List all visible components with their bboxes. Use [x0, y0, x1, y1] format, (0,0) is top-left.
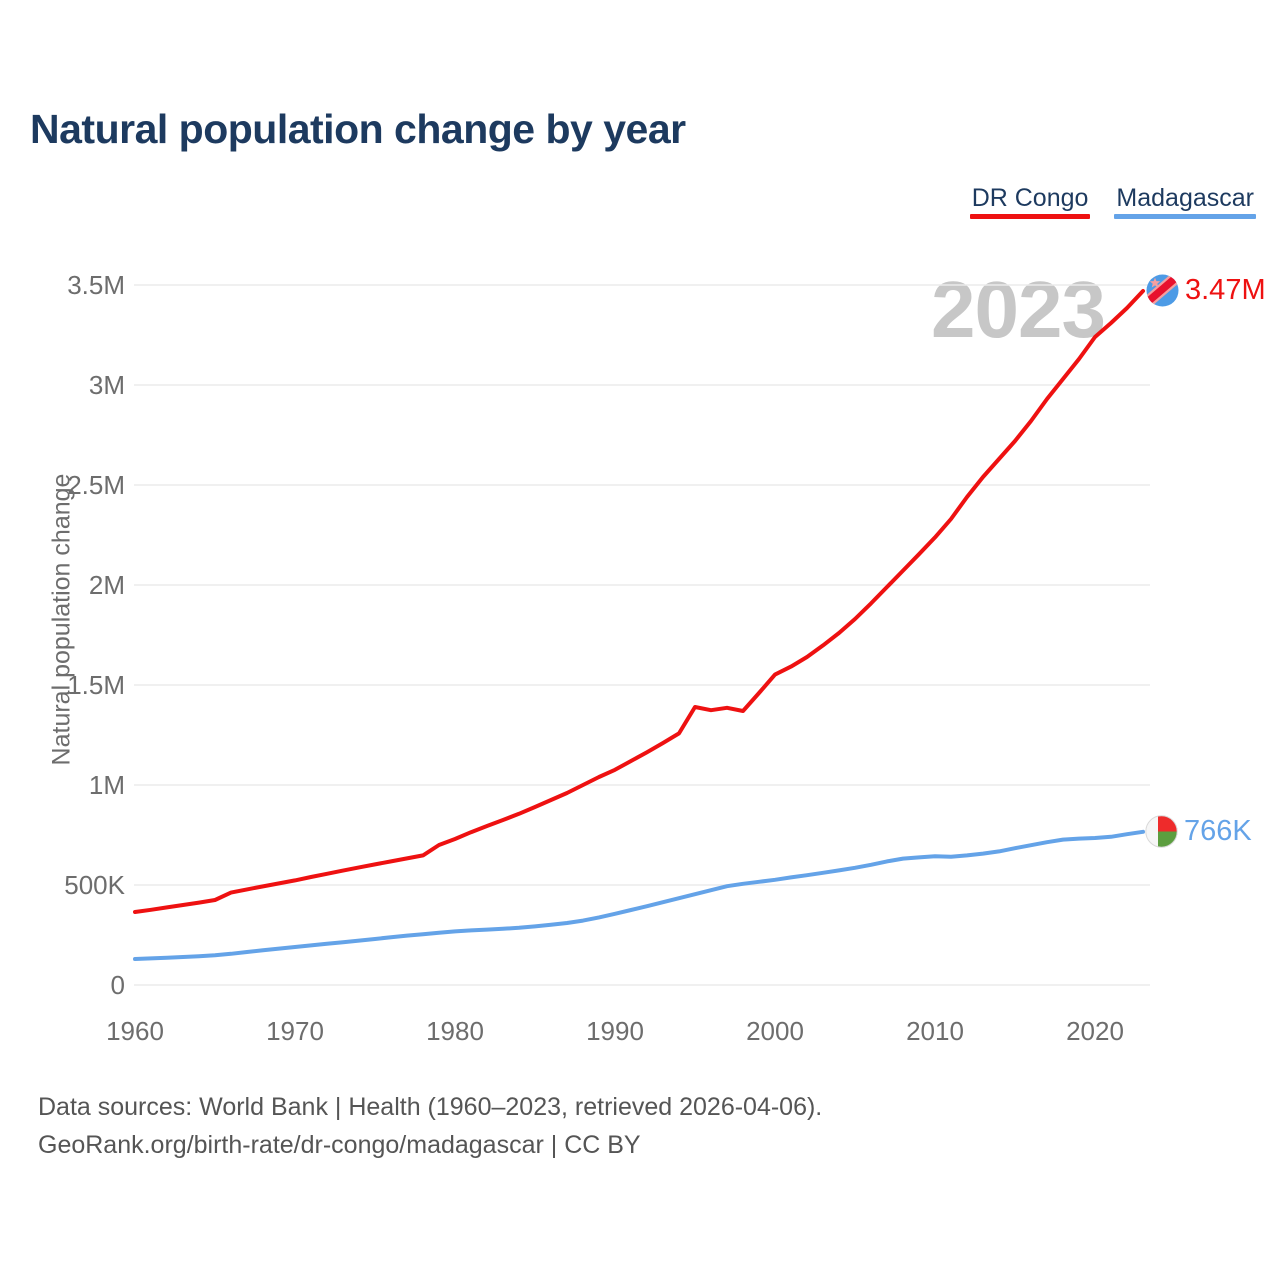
legend-item-dr-congo[interactable]: DR Congo	[969, 184, 1091, 219]
legend-underline-dr-congo	[969, 214, 1091, 219]
x-tick-label: 2020	[1066, 1016, 1124, 1046]
y-tick-label: 0	[111, 970, 125, 1000]
footer-attribution-line: GeoRank.org/birth-rate/dr-congo/madagasc…	[38, 1131, 641, 1159]
legend-underline-madagascar	[1114, 214, 1256, 219]
x-tick-label: 1970	[266, 1016, 324, 1046]
y-tick-label: 3M	[89, 370, 125, 400]
end-label-madagascar: 766K	[1145, 815, 1252, 848]
x-tick-label: 1980	[426, 1016, 484, 1046]
end-label-dr-congo: 3.47M	[1146, 274, 1266, 307]
series-line-madagascar[interactable]	[133, 829, 1145, 961]
y-tick-label: 500K	[64, 870, 125, 900]
y-tick-label: 2M	[89, 570, 125, 600]
legend-label-madagascar[interactable]: Madagascar	[1116, 184, 1254, 212]
series-line-dr-congo[interactable]	[133, 289, 1145, 914]
end-value-dr-congo: 3.47M	[1185, 274, 1266, 306]
legend: DR Congo Madagascar	[969, 184, 1256, 219]
footer-sources-line: Data sources: World Bank | Health (1960–…	[38, 1093, 823, 1121]
end-value-madagascar: 766K	[1184, 815, 1252, 847]
x-tick-label: 1990	[586, 1016, 644, 1046]
x-tick-label: 2010	[906, 1016, 964, 1046]
y-tick-label: 2.5M	[67, 470, 125, 500]
x-tick-label: 2000	[746, 1016, 804, 1046]
y-tick-label: 1M	[89, 770, 125, 800]
y-axis-title: Natural population change	[47, 473, 76, 766]
watermark-year: 2023	[931, 265, 1106, 354]
footer: Data sources: World Bank | Health (1960–…	[38, 1088, 822, 1164]
madagascar-flag-icon	[1145, 815, 1178, 848]
legend-item-madagascar[interactable]: Madagascar	[1114, 184, 1256, 219]
page-title: Natural population change by year	[30, 106, 686, 152]
legend-label-dr-congo[interactable]: DR Congo	[971, 184, 1089, 212]
y-tick-label: 1.5M	[67, 670, 125, 700]
dr-congo-flag-icon	[1146, 274, 1179, 307]
y-tick-label: 3.5M	[67, 270, 125, 300]
x-tick-label: 1960	[106, 1016, 164, 1046]
